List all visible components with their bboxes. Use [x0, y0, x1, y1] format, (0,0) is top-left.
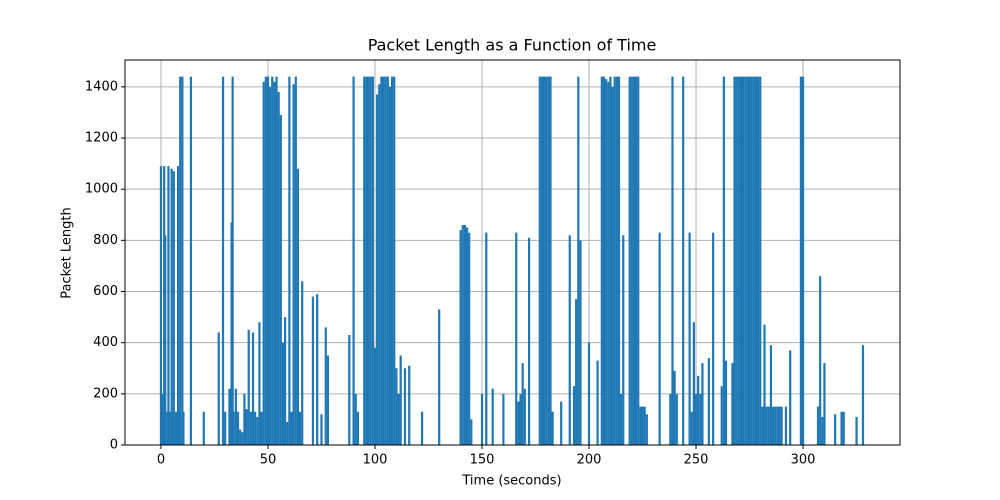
x-tick-label: 250: [684, 453, 709, 468]
x-tick-label: 100: [363, 453, 388, 468]
x-tick-label: 300: [791, 453, 816, 468]
chart-title: Packet Length as a Function of Time: [368, 36, 657, 55]
y-tick-label: 1400: [85, 79, 118, 94]
x-tick-label: 200: [577, 453, 602, 468]
y-tick-label: 400: [93, 335, 118, 350]
plot-frame: [124, 59, 901, 446]
x-tick-label: 50: [260, 453, 277, 468]
x-tick-label: 0: [157, 453, 165, 468]
y-tick-label: 600: [93, 284, 118, 299]
y-tick-label: 800: [93, 233, 118, 248]
y-axis-label: Packet Length: [60, 207, 75, 299]
y-tick-label: 200: [93, 386, 118, 401]
y-tick-label: 1000: [85, 182, 118, 197]
y-tick-label: 0: [110, 438, 118, 453]
x-axis-label: Time (seconds): [461, 474, 561, 489]
y-tick-label: 1200: [85, 131, 118, 146]
x-tick-label: 150: [470, 453, 495, 468]
